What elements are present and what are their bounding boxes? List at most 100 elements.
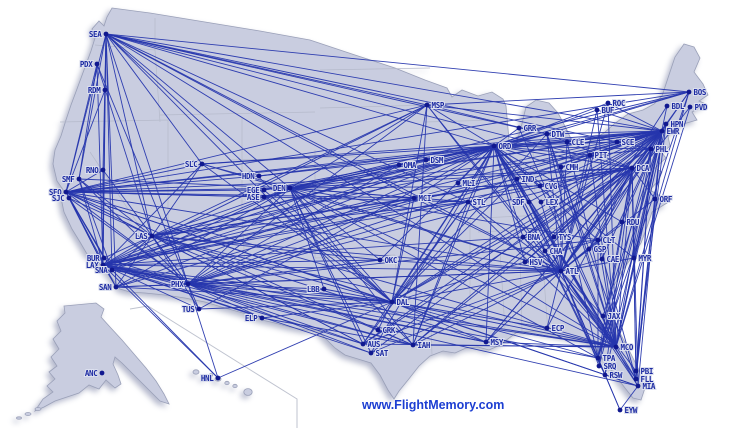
airport-label-CVG: CVG [545,182,558,191]
airport-label-CAE: CAE [607,255,620,264]
route-line-ORD-PIT [493,145,591,156]
route-line-PHX-MSY [187,283,487,343]
route-line-SFO-ATL [65,191,562,272]
route-line-ATL-MYR [560,257,635,272]
airport-dot-TYS [551,234,557,240]
airport-dot-SMF [76,176,82,182]
airport-label-SFO: SFO [49,188,62,197]
watermark-link[interactable]: www.FlightMemory.com [362,398,505,412]
airport-label-EGE: EGE [247,186,260,195]
route-line-SEA-EWR [105,33,663,132]
airport-label-OMA: OMA [404,161,417,170]
route-line-DAL-MSY [391,301,487,343]
airport-label-CMH: CMH [566,163,579,172]
airport-label-MCI: MCI [419,194,432,203]
route-line-SEA-DCA [105,33,633,169]
route-line-SMF-DEN [78,178,291,189]
route-line-LAS-MSP [151,104,428,237]
route-line-SLC-ORD [201,145,495,165]
route-line-SMF-SNA [78,178,113,271]
airport-label-BDL: BDL [672,102,685,111]
aleutian-island [34,407,42,411]
route-line-BNA-EWR [522,130,663,238]
route-line-DCA-CLT [597,167,633,241]
airport-label-MIA: MIA [643,382,656,391]
route-line-LAX-IAH [102,264,414,346]
route-line-EYW-MIA [619,385,639,411]
route-line-DTW-EWR [546,130,663,135]
airport-label-LAS: LAS [135,232,148,241]
route-line-DAL-IND [391,178,518,303]
route-line-HNL-DAL [217,301,393,379]
route-line-TUS-ORD [198,145,495,310]
route-line-CLT-FLL [597,239,637,380]
route-line-DCA-ORF [631,167,656,200]
route-line-LAS-SLC [151,163,203,237]
aleutian-island [16,416,22,420]
airport-dot-PVD [687,104,693,110]
route-line-CLE-EWR [566,130,663,143]
route-line-ATL-BUF [560,109,598,272]
airport-dot-AUS [360,341,366,347]
route-line-DCA-MIA [631,167,639,387]
route-line-AUS-ORD [362,145,495,345]
route-lines [65,33,691,411]
airport-dot-SDF [526,199,532,205]
route-line-DEN-LBB [289,187,325,290]
route-line-SEA-BOS [105,33,690,93]
airport-label-IND: IND [522,175,535,184]
airport-dot-DSM [423,157,429,163]
route-line-SEA-RDM [104,33,107,91]
route-line-PHX-TUS [187,283,200,310]
route-line-MCI-DCA [413,167,633,199]
airport-dot-JAX [600,313,606,319]
airport-label-SRQ: SRQ [604,362,617,371]
route-line-ORD-BNA [493,145,524,238]
airport-dot-ORF [652,196,658,202]
route-line-SEA-ATL [105,33,562,272]
route-line-HDN-ORD [258,145,495,177]
route-line-PHX-ELP [187,283,263,319]
route-line-LAX-DAL [102,264,393,303]
route-line-BNA-ATL [522,236,562,272]
airport-dot-GRK [375,327,381,333]
route-line-DEN-IAH [289,187,414,346]
inset-divider [129,305,298,428]
route-line-LAX-OKC [102,259,381,266]
airport-label-SAN: SAN [99,283,112,292]
route-line-BUR-PHX [103,257,189,285]
airport-label-BUF: BUF [602,106,615,115]
route-line-DAL-EWR [391,130,663,303]
airport-label-LBB: LBB [307,285,320,294]
route-line-DEN-MSP [289,104,428,189]
route-line-ROC-MCO [607,102,617,348]
airport-dot-STL [465,199,471,205]
airport-dot-CLE [564,139,570,145]
route-line-SEA-MCO [105,33,617,348]
route-line-IAH-ORD [412,145,495,346]
airport-dot-ASE [261,194,267,200]
route-line-PHX-LBB [187,283,325,290]
route-line-SEA-SMF [78,33,107,180]
airport-dot-IND [514,176,520,182]
airport-label-ORD: ORD [499,142,512,151]
route-line-ATL-PBI [560,270,637,372]
airport-dot-RSW [602,372,608,378]
route-line-DSM-ORD [425,145,495,161]
route-line-LAX-STL [102,201,469,266]
route-line-HSV-DCA [524,167,633,263]
airport-label-HDN: HDN [242,172,255,181]
route-line-BUF-MCO [596,109,617,348]
route-line-HPN-PBI [635,123,667,372]
route-line-DCA-RSW [604,167,633,376]
route-line-SAN-DAL [115,286,393,303]
route-line-SEA-IAH [105,33,414,346]
route-line-HSV-EWR [524,130,663,263]
route-line-MCI-EWR [413,130,663,199]
airport-dot-MSY [483,339,489,345]
route-line-PHX-SAT [187,283,372,354]
route-line-SEA-LAS [105,33,153,237]
airport-dot-RDM [102,87,108,93]
route-line-SMF-LAX [78,178,104,266]
route-line-LAX-BOS [102,91,690,266]
